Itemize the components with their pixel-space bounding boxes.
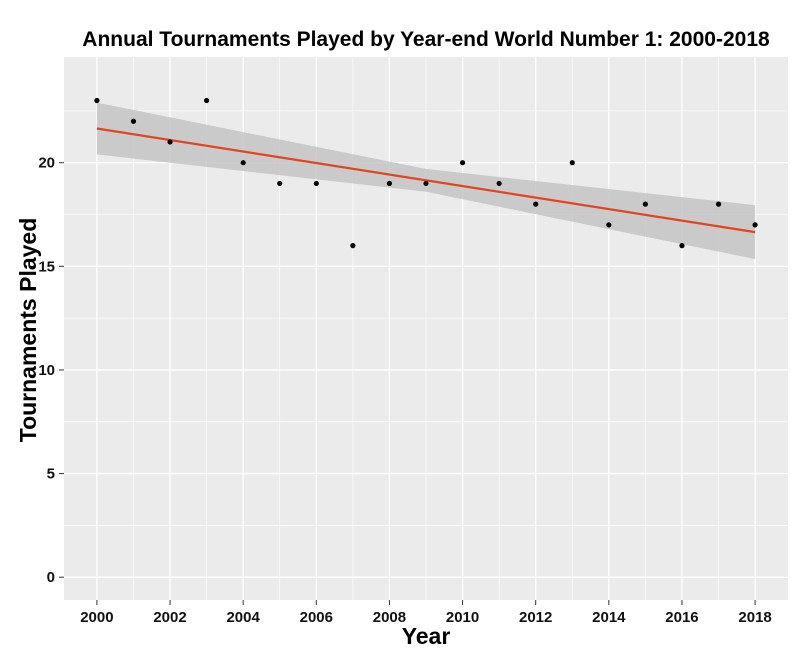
- data-point: [240, 160, 246, 166]
- data-point: [459, 160, 466, 166]
- x-tick-label: 2004: [226, 609, 260, 626]
- y-axis-ticks: 0 5 10 15 20: [38, 155, 64, 586]
- x-tick-label: 2002: [153, 609, 186, 626]
- y-tick-label: 10: [38, 362, 55, 379]
- y-tick-label: 0: [47, 569, 55, 586]
- x-tick-label: 2006: [300, 609, 333, 626]
- data-point: [642, 201, 648, 207]
- data-point: [204, 97, 210, 104]
- data-point: [679, 242, 685, 249]
- y-axis-title: Tournaments Played: [15, 218, 41, 443]
- x-tick-label: 2000: [80, 609, 113, 626]
- data-point: [350, 242, 356, 249]
- x-tick-label: 2016: [665, 609, 698, 626]
- data-point: [313, 180, 319, 187]
- x-tick-label: 2010: [446, 609, 479, 626]
- y-tick-label: 5: [47, 466, 55, 483]
- data-point: [277, 180, 283, 187]
- data-point: [533, 201, 539, 207]
- data-point: [94, 97, 100, 104]
- data-point: [496, 180, 502, 187]
- y-tick-label: 20: [38, 155, 55, 172]
- data-point: [606, 222, 612, 228]
- trend-line: [96, 127, 756, 234]
- x-tick-label: 2014: [592, 609, 626, 626]
- data-point: [423, 180, 429, 187]
- data-point: [715, 201, 722, 207]
- x-axis-title: Year: [402, 623, 451, 649]
- chart-title: Annual Tournaments Played by Year-end Wo…: [82, 28, 770, 51]
- data-point: [386, 180, 393, 187]
- x-tick-label: 2018: [738, 609, 771, 626]
- data-point: [569, 160, 575, 166]
- data-point: [752, 222, 758, 228]
- x-axis-ticks: 2000 2002 2004 2006 2008 2010 2012 2014 2016 2018: [80, 600, 772, 626]
- data-points: [94, 97, 758, 249]
- data-point: [167, 139, 173, 145]
- data-point: [130, 118, 137, 124]
- x-tick-label: 2008: [373, 609, 406, 626]
- x-tick-label: 2012: [519, 609, 552, 626]
- y-tick-label: 15: [38, 258, 55, 275]
